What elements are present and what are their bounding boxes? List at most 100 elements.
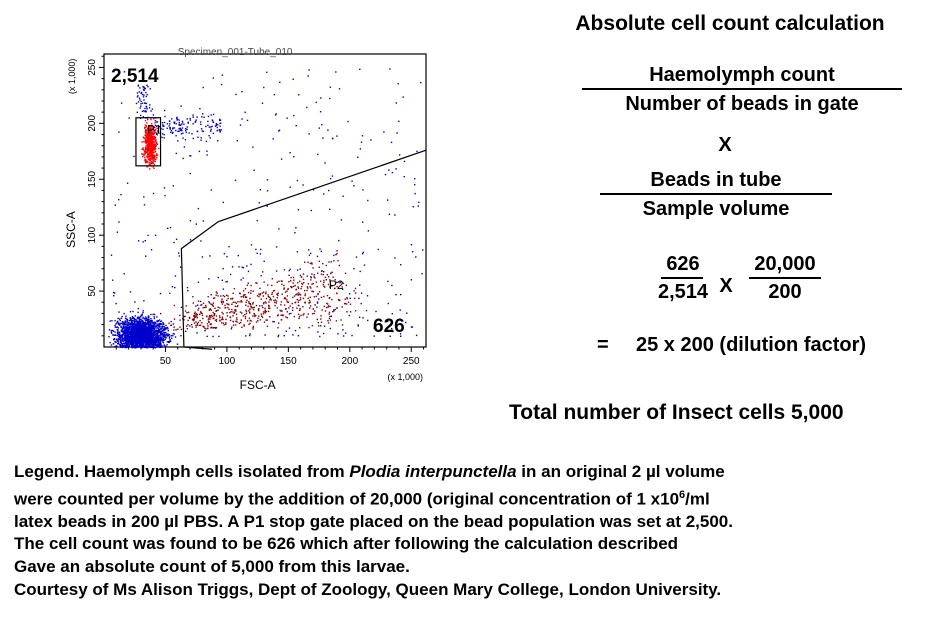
cell-dot <box>312 291 315 293</box>
cell-dot <box>253 312 255 315</box>
bead-dot <box>149 151 151 153</box>
event-dot <box>163 125 165 127</box>
event-dot <box>153 321 156 324</box>
bead-dot <box>150 158 152 160</box>
bead-dot <box>154 151 156 153</box>
event-dot <box>133 325 136 327</box>
cell-dot <box>302 314 304 316</box>
cell-dot <box>252 309 255 311</box>
event-dot <box>150 334 152 337</box>
event-dot <box>391 313 393 315</box>
cell-dot <box>304 261 306 263</box>
event-dot <box>195 119 197 121</box>
bead-dot <box>149 159 151 162</box>
event-dot <box>169 120 171 122</box>
event-dot <box>147 332 149 335</box>
x-tick-label: 250 <box>403 356 420 367</box>
event-dot <box>149 104 151 106</box>
cell-dot <box>338 264 341 267</box>
event-dot <box>206 150 208 152</box>
event-dot <box>125 346 128 349</box>
cell-dot <box>268 305 270 308</box>
cell-dot <box>299 297 302 299</box>
event-dot <box>231 266 234 268</box>
event-dot <box>137 329 139 332</box>
cell-dot <box>310 276 312 278</box>
bead-dot <box>146 122 148 124</box>
event-dot <box>137 307 139 310</box>
event-dot <box>315 101 317 104</box>
cell-dot <box>262 311 265 313</box>
event-dot <box>168 125 170 127</box>
event-dot <box>146 106 148 108</box>
bead-dot <box>142 136 145 138</box>
event-dot <box>120 329 122 331</box>
cell-dot <box>311 262 313 264</box>
cell-dot <box>280 304 282 306</box>
event-dot <box>156 143 158 145</box>
bead-dot <box>149 163 151 165</box>
event-dot <box>149 323 151 325</box>
cell-dot <box>309 307 311 309</box>
event-dot <box>119 343 121 346</box>
event-dot <box>136 317 138 319</box>
event-dot <box>129 320 131 322</box>
event-dot <box>302 184 304 186</box>
event-dot <box>342 195 344 197</box>
event-dot <box>160 343 162 345</box>
bead-dot <box>149 154 151 156</box>
event-dot <box>142 328 144 331</box>
event-dot <box>124 342 126 345</box>
event-dot <box>195 223 197 225</box>
cell-dot <box>308 299 311 302</box>
bead-dot <box>146 146 149 148</box>
cell-dot <box>227 295 229 297</box>
bead-dot <box>155 154 157 157</box>
event-dot <box>162 336 164 338</box>
bead-dot <box>151 125 154 128</box>
event-dot <box>154 120 157 122</box>
event-dot <box>116 329 118 331</box>
event-dot <box>139 324 142 326</box>
event-dot <box>149 333 151 335</box>
event-dot <box>136 335 139 337</box>
cell-dot <box>219 315 221 317</box>
bead-dot <box>153 155 155 157</box>
bead-dot <box>147 146 149 148</box>
event-dot <box>183 146 186 148</box>
event-dot <box>144 338 146 340</box>
cell-dot <box>232 297 234 300</box>
event-dot <box>207 120 209 123</box>
cell-dot <box>265 293 267 295</box>
event-dot <box>273 321 275 323</box>
event-dot <box>394 257 396 259</box>
cell-dot <box>336 307 338 309</box>
bead-dot <box>143 154 145 156</box>
event-dot <box>142 75 144 77</box>
bead-dot <box>147 132 150 134</box>
event-dot <box>119 341 122 343</box>
cell-dot <box>202 302 205 304</box>
cell-dot <box>221 318 224 320</box>
cell-dot <box>299 294 302 296</box>
event-dot <box>123 344 125 347</box>
cell-dot <box>299 274 302 277</box>
event-dot <box>128 335 131 338</box>
bead-dot <box>148 155 150 158</box>
event-dot <box>176 117 178 120</box>
event-dot <box>362 221 364 223</box>
cell-dot <box>267 294 269 296</box>
cell-dot <box>299 327 301 329</box>
event-dot <box>147 86 149 88</box>
cell-dot <box>245 304 247 306</box>
cell-dot <box>293 315 295 318</box>
event-dot <box>159 346 162 348</box>
cell-dot <box>331 285 333 287</box>
event-dot <box>366 295 369 297</box>
cell-dot <box>300 276 303 278</box>
event-dot <box>362 317 364 319</box>
cell-dot <box>206 323 209 325</box>
bead-dot <box>151 156 153 158</box>
x-axis-label: FSC-A <box>240 378 276 392</box>
event-dot <box>329 86 331 88</box>
